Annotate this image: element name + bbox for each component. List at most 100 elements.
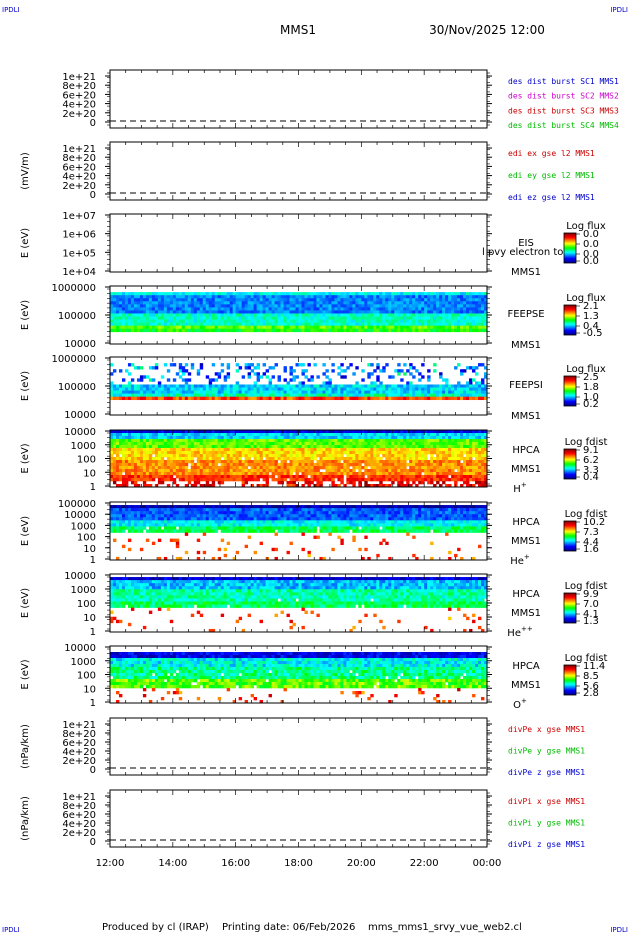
y-tick-label: 10 [83,684,96,695]
y-tick-label: 6e+20 [62,738,96,749]
y-tick-label: 10000 [64,643,96,654]
colorbar-tick-label: 7.3 [583,527,599,538]
colorbar-tick-label: 11.4 [583,661,605,672]
y-tick-label: 6e+20 [62,162,96,173]
colorbar-tick-label: 0.0 [583,256,599,267]
corner-label-bottom-right: IPDLI [610,926,628,934]
y-tick-label: 0 [90,765,96,776]
y-tick-label: 6e+20 [62,810,96,821]
colorbar-title: Log fdist [565,509,608,520]
colorbar-tick-label: 2.1 [583,301,599,312]
y-axis-label: E (eV) [20,228,31,258]
y-tick-label: 2e+20 [62,828,96,839]
colorbar-tick-label: 2.5 [583,372,599,383]
species-label: O+ [513,697,527,711]
legend-entry: edi ez gse l2 MMS1 [508,193,595,202]
colorbar-tick-label: 0.2 [583,399,599,410]
y-tick-label: 1 [90,698,96,709]
colorbar-tick-label: 0.4 [583,472,599,483]
y-tick-label: 1000000 [51,283,96,294]
y-tick-label: 10000 [64,410,96,421]
y-tick-label: 100000 [58,499,96,510]
header-datetime: 30/Nov/2025 12:00 [429,23,545,37]
y-tick-label: 1e+21 [62,792,96,803]
time-tick-label: 22:00 [410,858,439,869]
y-tick-label: 100 [77,455,96,466]
spacecraft-label: MMS1 [511,464,541,475]
colorbar-tick-label: 10.2 [583,517,605,528]
y-tick-label: 10000 [64,427,96,438]
colorbar-title: Log flux [566,293,606,304]
y-axis-label: E (eV) [20,659,31,689]
legend-entry: divPe y gse MMS1 [508,747,585,756]
panel-frame [109,717,488,776]
spacecraft-label: MMS1 [511,608,541,619]
spectrogram-hpca_he [110,505,488,561]
panel-frame [109,69,488,129]
panel-frame [109,141,488,201]
time-tick-label: 18:00 [284,858,313,869]
y-tick-label: 1e+21 [62,144,96,155]
y-axis-label: (nPa/km) [20,796,31,841]
instrument-label: FEEPSE [507,309,544,320]
spacecraft-label: MMS1 [511,340,541,351]
time-tick-label: 12:00 [96,858,125,869]
colorbar [563,304,577,336]
spacecraft-label: MMS1 [511,411,541,422]
instrument-label: EIS [518,238,534,249]
species-label: He+ [510,553,530,567]
y-tick-label: 100 [77,671,96,682]
y-tick-label: 10 [83,544,96,555]
y-axis-label: (nPa/km) [20,724,31,769]
panel-hpca_he2: 10000 1000 100 10 1 E (eV) HPCA MMS1 He++ Log fdi… [20,571,607,639]
legend-entry: divPi x gse MMS1 [508,797,585,806]
colorbar-title: Log flux [566,221,606,232]
colorbar-title: Log fdist [565,581,608,592]
spectrogram-feepse [110,292,488,333]
panel-feepsi: 1000000 100000 10000 E (eV) FEEPSI MMS1 Log fl… [20,354,606,422]
y-tick-label: 4e+20 [62,747,96,758]
y-tick-label: 1e+21 [62,720,96,731]
panel-feepse: 1000000 100000 10000 E (eV) FEEPSE MMS1 Log fl… [20,283,606,351]
colorbar [563,375,577,407]
legend-entry: des dist burst SC3 MMS3 [508,106,619,115]
colorbar-tick-label: 2.8 [583,688,599,699]
panel-frame [109,213,488,273]
spectrogram-feepsi [110,363,488,401]
spacecraft-label: MMS1 [511,267,541,278]
colorbar-tick-label: 0.0 [583,229,599,240]
colorbar-tick-label: 7.0 [583,599,599,610]
time-tick-label: 20:00 [347,858,376,869]
legend-entry: des dist burst SC4 MMS4 [508,121,619,130]
legend-entry: des dist burst SC2 MMS2 [508,92,619,101]
y-tick-label: 0 [90,837,96,848]
y-tick-label: 4e+20 [62,819,96,830]
colorbar-tick-label: 0.0 [583,249,599,260]
legend-entry: divPi z gse MMS1 [508,840,585,849]
colorbar [563,664,577,696]
legend-entry: divPi y gse MMS1 [508,819,585,828]
y-tick-label: 1e+07 [62,211,96,222]
instrument-label: HPCA [512,661,540,672]
colorbar-tick-label: 6.2 [583,455,599,466]
colorbar-tick-label: 9.1 [583,445,599,456]
y-axis-label: E (eV) [20,371,31,401]
corner-label-bottom-left: IPDLI [2,926,20,934]
colorbar-tick-label: 9.9 [583,589,599,600]
colorbar-tick-label: 1.8 [583,382,599,393]
y-tick-label: 10000 [64,339,96,350]
species-label: H+ [513,481,527,495]
y-tick-label: 10000 [64,510,96,521]
footer-filename: mms_mms1_srvy_vue_web2.cl [368,922,522,933]
colorbar [563,520,577,552]
y-tick-label: 1 [90,627,96,638]
y-tick-label: 2e+20 [62,756,96,767]
y-tick-label: 100 [77,533,96,544]
y-axis-label: E (eV) [20,588,31,618]
spacecraft-label: MMS1 [511,680,541,691]
y-tick-label: 1e+06 [62,230,96,241]
